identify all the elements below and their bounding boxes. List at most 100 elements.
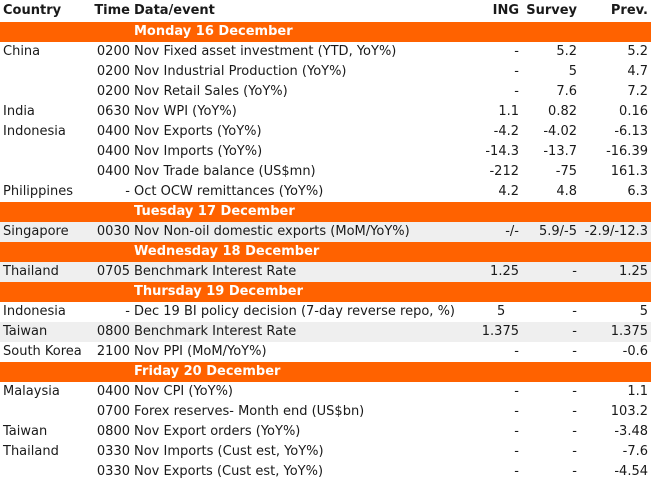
survey-cell: -: [572, 384, 577, 399]
event-cell: Oct OCW remittances (YoY%): [134, 184, 324, 199]
header-survey: Survey: [526, 3, 577, 18]
event-cell: Nov Fixed asset investment (YTD, YoY%): [134, 44, 397, 59]
ing-forecast-cell: 1.1: [498, 104, 519, 119]
previous-cell: -16.39: [606, 144, 648, 159]
event-cell: Nov Retail Sales (YoY%): [134, 84, 288, 99]
day-header-row: Wednesday 18 December: [0, 242, 651, 262]
country-cell: [3, 402, 95, 422]
survey-cell: 5.2: [556, 44, 577, 59]
survey-cell: -: [572, 264, 577, 279]
previous-cell: 0.16: [619, 104, 648, 119]
previous-cell: -3.48: [614, 424, 648, 439]
survey-cell: -: [572, 344, 577, 359]
ing-forecast-cell: 4.2: [498, 184, 519, 199]
ing-forecast-cell: -/-: [505, 224, 519, 239]
table-row: Singapore 0030 Nov Non-oil domestic export…: [0, 222, 651, 242]
previous-cell: 1.25: [619, 264, 648, 279]
country-cell: [3, 462, 95, 482]
previous-cell: -2.9/-12.3: [584, 224, 648, 239]
survey-cell: 5: [568, 64, 577, 79]
previous-cell: 5: [639, 304, 648, 319]
country-cell: [3, 162, 95, 182]
day-header-row: Thursday 19 December: [0, 282, 651, 302]
country-cell: South Korea: [3, 344, 82, 359]
ing-forecast-cell: -4.2: [493, 124, 519, 139]
time-cell: 0800: [96, 324, 130, 339]
table-row: Indonesia 0400 Nov Exports (YoY%) -4.2 -4.02…: [0, 122, 651, 142]
table-row: 0700 Forex reserves- Month end (US$bn) - - 1…: [0, 402, 651, 422]
ing-forecast-cell: -: [514, 84, 519, 99]
table-row: South Korea 2100 Nov PPI (MoM/YoY%) - - -0.6: [0, 342, 651, 362]
time-cell: 0200: [96, 44, 130, 59]
ing-forecast-cell: -212: [489, 164, 519, 179]
ing-forecast-cell: 5: [497, 304, 506, 319]
survey-cell: 0.82: [548, 104, 577, 119]
table-header: Country Time Data/event ING Survey Prev.: [0, 0, 651, 23]
survey-cell: 4.8: [556, 184, 577, 199]
country-cell: Thailand: [3, 444, 59, 459]
table-row: Thailand 0705 Benchmark Interest Rate 1.25 -…: [0, 262, 651, 282]
previous-cell: 1.1: [627, 384, 648, 399]
country-cell: [3, 142, 95, 162]
previous-cell: 161.3: [610, 164, 648, 179]
header-event: Data/event: [134, 3, 215, 18]
event-cell: Benchmark Interest Rate: [134, 264, 297, 279]
ing-forecast-cell: -: [514, 384, 519, 399]
previous-cell: -4.54: [614, 464, 648, 479]
table-row: India 0630 Nov WPI (YoY%) 1.1 0.82 0.16: [0, 102, 651, 122]
event-cell: Dec 19 BI policy decision (7-day reverse…: [134, 304, 455, 319]
event-cell: Nov CPI (YoY%): [134, 384, 233, 399]
ing-forecast-cell: 1.375: [481, 324, 519, 339]
event-cell: Nov Exports (YoY%): [134, 124, 262, 139]
day-header-row: Tuesday 17 December: [0, 202, 651, 222]
country-cell: Malaysia: [3, 384, 60, 399]
survey-cell: -: [572, 424, 577, 439]
survey-cell: -: [572, 404, 577, 419]
event-cell: Nov Imports (YoY%): [134, 144, 263, 159]
survey-cell: -: [572, 464, 577, 479]
table-row: Indonesia - Dec 19 BI policy decision (7-d…: [0, 302, 651, 322]
survey-cell: -: [572, 444, 577, 459]
event-cell: Forex reserves- Month end (US$bn): [134, 404, 365, 419]
country-cell: India: [3, 104, 35, 119]
time-cell: 0200: [96, 84, 130, 99]
event-cell: Nov Industrial Production (YoY%): [134, 64, 347, 79]
header-ing: ING: [492, 3, 519, 18]
survey-cell: -75: [555, 164, 577, 179]
table-row: Taiwan 0800 Benchmark Interest Rate 1.375 - 1…: [0, 322, 651, 342]
day-header-row: Monday 16 December: [0, 22, 651, 42]
header-prev: Prev.: [610, 3, 648, 18]
time-cell: 0030: [96, 224, 130, 239]
day-label: Monday 16 December: [134, 24, 293, 39]
event-cell: Benchmark Interest Rate: [134, 324, 297, 339]
ing-forecast-cell: -: [514, 44, 519, 59]
country-cell: [3, 62, 95, 82]
day-label: Friday 20 December: [134, 364, 281, 379]
country-cell: Thailand: [3, 264, 59, 279]
ing-forecast-cell: -: [514, 444, 519, 459]
country-cell: Taiwan: [3, 324, 48, 339]
time-cell: 0200: [96, 64, 130, 79]
ing-forecast-cell: -: [514, 404, 519, 419]
country-cell: Singapore: [3, 224, 69, 239]
country-cell: Indonesia: [3, 304, 66, 319]
table-row: China 0200 Nov Fixed asset investment (YTD…: [0, 42, 651, 62]
time-cell: -: [125, 304, 130, 319]
time-cell: 0705: [96, 264, 130, 279]
ing-forecast-cell: 1.25: [490, 264, 519, 279]
previous-cell: 1.375: [610, 324, 648, 339]
table-row: 0200 Nov Retail Sales (YoY%) - 7.6 7.2: [0, 82, 651, 102]
table-row: Taiwan 0800 Nov Export orders (YoY%) - - -3.4…: [0, 422, 651, 442]
survey-cell: -: [572, 324, 577, 339]
table-row: 0400 Nov Trade balance (US$mn) -212 -75 161.…: [0, 162, 651, 182]
header-time: Time: [94, 3, 130, 18]
event-cell: Nov WPI (YoY%): [134, 104, 237, 119]
ing-forecast-cell: -14.3: [485, 144, 519, 159]
time-cell: 0400: [96, 384, 130, 399]
ing-forecast-cell: -: [514, 64, 519, 79]
time-cell: 0400: [96, 164, 130, 179]
previous-cell: 4.7: [627, 64, 648, 79]
event-cell: Nov Imports (Cust est, YoY%): [134, 444, 324, 459]
event-cell: Nov Exports (Cust est, YoY%): [134, 464, 324, 479]
survey-cell: 7.6: [556, 84, 577, 99]
